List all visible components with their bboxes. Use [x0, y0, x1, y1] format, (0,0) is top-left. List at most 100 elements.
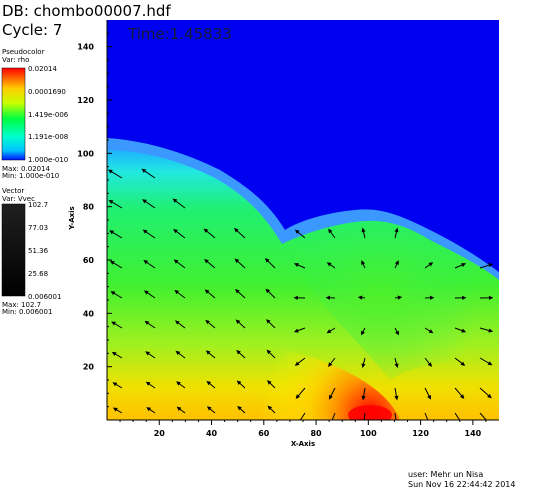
- velocity-arrowhead: [429, 295, 435, 300]
- x-tick-label: 120: [412, 429, 429, 438]
- velocity-arrowhead: [428, 423, 430, 426]
- date-label: Sun Nov 16 22:44:42 2014: [408, 480, 516, 489]
- velocity-arrowhead: [234, 258, 240, 263]
- velocity-arrowhead: [361, 260, 366, 265]
- velocity-arrowhead: [235, 319, 241, 324]
- velocity-arrowhead: [111, 351, 117, 356]
- velocity-arrowhead: [361, 330, 365, 336]
- velocity-arrowhead: [361, 363, 366, 369]
- velocity-arrowhead: [237, 405, 242, 411]
- velocity-arrowhead: [394, 395, 399, 401]
- velocity-arrowhead: [427, 394, 432, 400]
- velocity-arrowhead: [294, 361, 300, 366]
- user-label: user: Mehr un Nisa: [408, 470, 484, 479]
- velocity-arrow: [299, 412, 306, 420]
- velocity-arrowhead: [397, 295, 403, 300]
- velocity-arrowhead: [488, 422, 491, 425]
- velocity-arrowhead: [326, 262, 332, 267]
- velocity-arrowhead: [145, 381, 151, 386]
- velocity-arrowhead: [362, 423, 365, 426]
- velocity-arrowhead: [175, 350, 181, 356]
- velocity-arrowhead: [112, 407, 118, 412]
- velocity-arrowhead: [395, 330, 399, 336]
- vector-colorbar: [1, 203, 26, 297]
- velocity-arrowhead: [233, 227, 239, 233]
- database-title: DB: chombo00007.hdf: [2, 2, 171, 20]
- y-tick-label: 60: [83, 256, 95, 265]
- velocity-arrowhead: [330, 423, 332, 426]
- y-tick-label: 120: [77, 96, 94, 105]
- velocity-arrowhead: [144, 320, 150, 326]
- velocity-arrowhead: [328, 228, 333, 234]
- velocity-arrowhead: [394, 260, 399, 265]
- vector-legend-var: Var: Vvec: [2, 195, 35, 203]
- vector-legend-max: Max: 102.7: [2, 301, 42, 309]
- velocity-arrowhead: [357, 295, 363, 300]
- velocity-arrowhead: [108, 199, 114, 204]
- velocity-arrowhead: [111, 321, 116, 326]
- pseudocolor-legend-min: Min: 1.000e-010: [2, 172, 60, 180]
- velocity-arrowhead: [487, 393, 492, 399]
- velocity-arrowhead: [267, 380, 272, 385]
- velocity-arrowhead: [326, 329, 332, 334]
- velocity-arrowhead: [143, 260, 149, 265]
- velocity-arrowhead: [174, 320, 180, 325]
- velocity-arrowhead: [361, 395, 366, 401]
- pseudocolor-legend-label-4: 1.000e-010: [28, 156, 69, 164]
- vector-legend-label-3: 25.68: [28, 270, 49, 278]
- velocity-arrowhead: [266, 349, 272, 355]
- velocity-arrowhead: [488, 328, 494, 333]
- velocity-arrowhead: [294, 229, 300, 235]
- velocity-arrowhead: [110, 291, 116, 296]
- velocity-arrowhead: [462, 295, 467, 300]
- velocity-arrow: [424, 412, 429, 420]
- velocity-arrowhead: [141, 168, 147, 173]
- vector-legend-label-2: 51.36: [28, 247, 49, 255]
- velocity-arrowhead: [488, 263, 493, 268]
- velocity-arrowhead: [109, 230, 115, 235]
- velocity-arrowhead: [173, 259, 179, 264]
- velocity-arrow: [454, 412, 461, 420]
- velocity-arrowhead: [487, 361, 493, 366]
- x-tick-label: 100: [360, 429, 377, 438]
- velocity-arrowhead: [328, 362, 333, 368]
- x-tick-label: 60: [258, 429, 270, 438]
- velocity-arrowhead: [203, 228, 209, 233]
- y-tick-label: 100: [77, 149, 94, 158]
- pseudocolor-legend-label-0: 0.02014: [28, 65, 57, 73]
- velocity-arrowhead: [293, 295, 298, 300]
- velocity-arrowhead: [176, 381, 181, 386]
- velocity-arrowhead: [459, 394, 465, 399]
- velocity-arrowhead: [460, 361, 466, 366]
- velocity-arrowhead: [112, 382, 118, 387]
- velocity-arrowhead: [143, 290, 149, 295]
- velocity-arrowhead: [107, 169, 113, 174]
- velocity-arrowhead: [461, 422, 464, 425]
- velocity-arrowhead: [488, 295, 494, 300]
- y-tick-label: 80: [83, 203, 95, 212]
- velocity-arrowhead: [172, 198, 178, 203]
- velocity-arrowhead: [204, 289, 210, 294]
- x-tick-label: 40: [206, 429, 218, 438]
- y-tick-label: 20: [83, 363, 95, 372]
- velocity-arrowhead: [325, 295, 331, 300]
- velocity-arrowhead: [267, 405, 273, 411]
- velocity-arrowhead: [236, 380, 242, 385]
- pseudocolor-legend-label-3: 1.191e-008: [28, 133, 69, 141]
- vector-legend-title: Vector: [2, 187, 25, 195]
- pseudocolor-legend-title: Pseudocolor: [2, 48, 45, 56]
- velocity-arrowhead: [427, 362, 432, 368]
- velocity-arrowhead: [173, 229, 178, 234]
- vector-legend-label-1: 77.03: [28, 224, 49, 232]
- pseudocolor-legend-var: Var: rho: [2, 56, 30, 64]
- velocity-arrowhead: [146, 407, 152, 412]
- velocity-arrowhead: [174, 289, 180, 295]
- velocity-arrowhead: [461, 328, 467, 333]
- velocity-arrowhead: [428, 262, 434, 267]
- velocity-arrowhead: [205, 350, 211, 355]
- y-axis-label: Y-Axis: [68, 206, 76, 230]
- velocity-arrowhead: [236, 350, 241, 355]
- pseudocolor-legend-max: Max: 0.02014: [2, 165, 51, 173]
- y-tick-label: 140: [77, 43, 94, 52]
